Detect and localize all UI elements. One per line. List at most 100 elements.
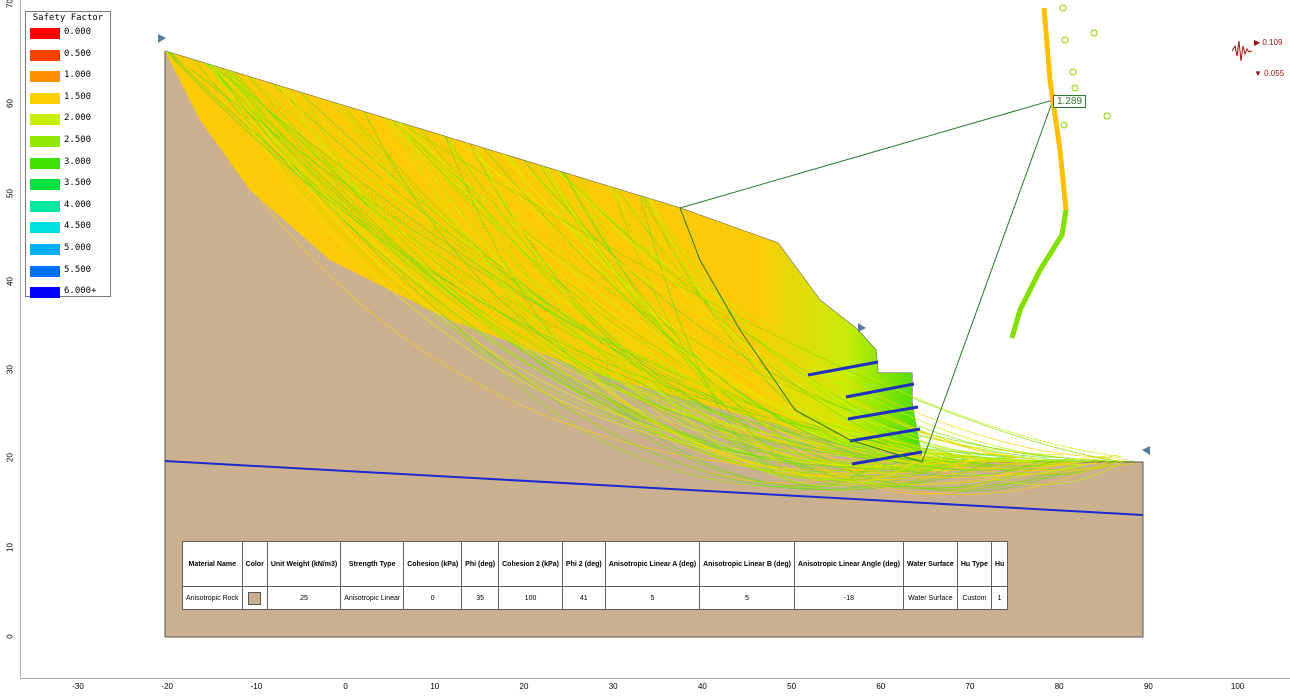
slip-surface-line: [608, 185, 1127, 486]
slip-surface-line: [224, 68, 961, 469]
legend-swatch: [30, 28, 60, 39]
table-header-cell: Phi (deg): [461, 541, 500, 587]
legend-label: 2.000: [64, 113, 92, 124]
slip-surface-line: [554, 169, 1061, 458]
x-tick-label: 0: [343, 682, 348, 691]
table-header-cell: Cohesion (kPa): [403, 541, 463, 587]
x-tick-label: 70: [965, 682, 975, 691]
grid-markers: [1059, 4, 1111, 129]
fs-trend-line-lower: [1009, 209, 1069, 339]
slip-surface-line: [285, 87, 924, 458]
legend-label: 0.500: [64, 48, 92, 59]
legend-item: 1.000: [30, 70, 108, 83]
x-tick-label: 20: [519, 682, 529, 691]
slip-surface-line: [419, 128, 988, 485]
slip-surface-line: [494, 151, 1107, 458]
rock-bolts: [807, 360, 923, 466]
slip-surface-line: [500, 153, 954, 463]
slip-surface-line: [454, 139, 969, 465]
table-header-cell: Material Name: [182, 541, 243, 587]
x-tick-label: 100: [1230, 682, 1245, 691]
x-tick-label: 90: [1143, 682, 1153, 691]
legend-label: 3.000: [64, 156, 92, 167]
slip-surface-line: [563, 172, 969, 461]
table-cell: 5: [699, 586, 795, 610]
legend-swatch: [30, 157, 60, 169]
table-cell: 1: [990, 586, 1009, 610]
legend-swatch: [30, 222, 60, 234]
slip-surface-line: [475, 145, 947, 467]
legend-swatch: [30, 265, 60, 277]
legend-item: 1.500: [30, 91, 108, 104]
x-tick-label: 80: [1054, 682, 1064, 691]
table-cell: 100: [498, 586, 563, 610]
legend-label: 1.500: [64, 91, 92, 102]
legend-label: 1.000: [64, 70, 92, 81]
slip-surface-line: [650, 199, 902, 468]
model-canvas[interactable]: [0, 0, 1290, 678]
table-header-cell: Strength Type: [340, 541, 405, 587]
legend-item: 5.500: [30, 265, 108, 277]
legend-item: 2.500: [30, 135, 108, 147]
legend-label: 5.000: [64, 243, 92, 253]
slip-surface-line: [546, 167, 972, 459]
legend-item: 4.000: [30, 200, 108, 212]
water-table-line: [164, 460, 1144, 516]
legend-swatch: [30, 49, 60, 61]
table-cell: 0: [403, 586, 463, 610]
legend-item: 0.000: [30, 27, 108, 39]
slip-surface-line: [234, 72, 958, 481]
boundary-flags: [158, 34, 1150, 455]
slip-surface-line: [362, 111, 1108, 496]
legend-swatch: [30, 71, 60, 83]
slip-surface-line: [503, 153, 1122, 458]
x-tick-label: -20: [161, 682, 173, 691]
legend-item: 0.500: [30, 48, 108, 61]
slip-surface-line: [523, 160, 1047, 459]
table-header-row: Material Name Color Unit Weight (kN/m3) Str…: [182, 541, 1009, 587]
slip-surface-line: [166, 51, 1135, 462]
slip-surface-line: [205, 63, 886, 484]
x-tick-label: -30: [72, 682, 84, 691]
legend-label: 2.500: [64, 135, 92, 145]
table-cell: 25: [266, 586, 342, 610]
seismic-wave-icon: [1231, 36, 1253, 66]
legend-swatch: [30, 244, 60, 255]
material-color-swatch: [248, 591, 262, 605]
table-header-cell: Hu: [990, 541, 1009, 587]
legend-label: 6.000+: [64, 286, 97, 297]
slip-surface-line: [651, 199, 927, 484]
table-row[interactable]: Anisotropic Rock 25 Anisotropic Linear 0 35 1…: [182, 586, 1009, 610]
table-cell: Anisotropic Rock: [182, 586, 243, 610]
table-header-cell: Unit Weight (kN/m3): [266, 541, 342, 587]
legend-label: 3.500: [64, 178, 92, 189]
seismic-v-value: 0.055: [1264, 69, 1285, 78]
table-header-cell: Anisotropic Linear B (deg): [699, 541, 795, 587]
slip-surface-line: [505, 154, 1064, 456]
slip-surface-line: [214, 65, 1083, 485]
legend-swatch: [30, 287, 60, 299]
legend-swatch: [30, 136, 60, 147]
table-header-cell: Anisotropic Linear Angle (deg): [793, 541, 905, 587]
slip-surface-line: [400, 122, 1020, 480]
legend-item: 5.000: [30, 243, 108, 255]
critical-fs-label[interactable]: 1.289: [1053, 95, 1087, 108]
legend-swatch: [30, 92, 60, 104]
vertical-ruler: 70 60 50 40 30 20 10 0: [0, 0, 21, 678]
fs-trend-line: [1009, 7, 1069, 339]
slip-surface-line: [342, 104, 1052, 489]
horizontal-ruler: -30 -20 -10 0 10 20 30 40 50 60 70 80 90 100: [20, 678, 1290, 696]
table-cell: Anisotropic Linear: [340, 586, 405, 610]
legend-item: 4.500: [30, 221, 108, 234]
table-cell: Water Surface: [903, 586, 958, 610]
slip-surface-line: [284, 87, 1068, 485]
slip-surface-line: [483, 147, 1051, 477]
x-tick-label: 50: [787, 682, 797, 691]
critical-slip-surface: [679, 207, 923, 463]
slip-surface-line: [363, 111, 951, 462]
table-cell: Custom: [956, 586, 992, 610]
slip-surface-line: [639, 195, 881, 487]
x-tick-label: 10: [430, 682, 440, 691]
slip-surface-line: [231, 71, 1093, 463]
x-tick-label: 60: [876, 682, 886, 691]
